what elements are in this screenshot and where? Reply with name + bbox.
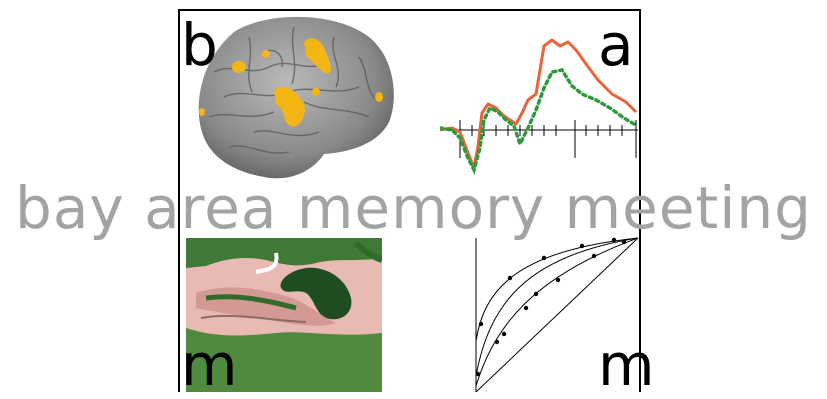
hippocampus-histology-image [186,238,382,392]
meeting-tagline: bay area memory meeting [15,174,812,242]
logo-frame [178,9,641,392]
panel-letter-m-right: m [598,331,655,399]
erp-waveform-graphic [440,38,638,175]
panel-letter-m-left: m [181,331,238,399]
panel-letter-b: b [181,11,218,79]
brain-activation-image [198,16,394,179]
panel-letter-a: a [598,11,634,79]
roc-curves-graphic [475,237,639,392]
